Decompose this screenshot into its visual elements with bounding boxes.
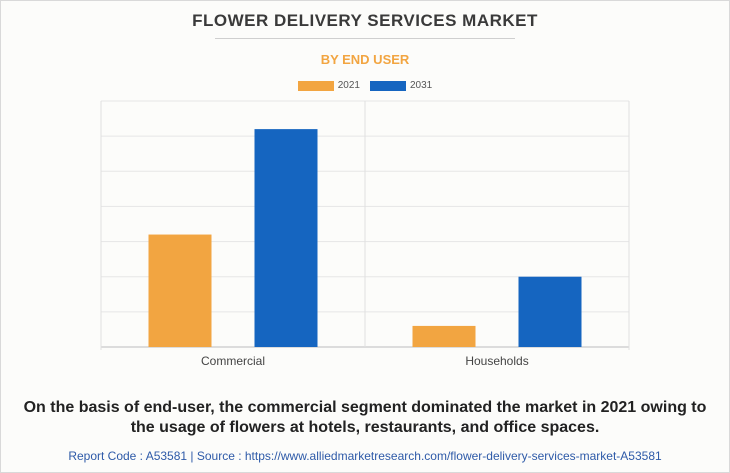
- legend-label-2031: 2031: [410, 80, 433, 91]
- bar-households-2031: [518, 276, 582, 347]
- bar-chart: Commercial Households: [100, 100, 630, 368]
- report-footer[interactable]: Report Code : A53581 | Source : https://…: [68, 449, 662, 463]
- chart-title: FLOWER DELIVERY SERVICES MARKET: [192, 11, 538, 30]
- legend-label-2021: 2021: [337, 80, 360, 91]
- bar-commercial-2021: [148, 234, 212, 347]
- chart-caption: On the basis of end-user, the commercial…: [23, 399, 707, 436]
- legend-item-2031[interactable]: 2031: [370, 80, 432, 91]
- chart-legend: 2021 2031: [1, 80, 729, 91]
- legend-item-2021[interactable]: 2021: [297, 80, 360, 91]
- x-tick-label-commercial: Commercial: [201, 354, 265, 368]
- bar-commercial-2031: [254, 129, 318, 347]
- chart-subtitle: BY END USER: [320, 52, 410, 67]
- legend-swatch-2021: [297, 80, 334, 91]
- x-tick-label-households: Households: [465, 354, 528, 368]
- title-divider: [215, 38, 515, 39]
- bar-households-2021: [412, 325, 476, 347]
- legend-swatch-2031: [370, 80, 406, 91]
